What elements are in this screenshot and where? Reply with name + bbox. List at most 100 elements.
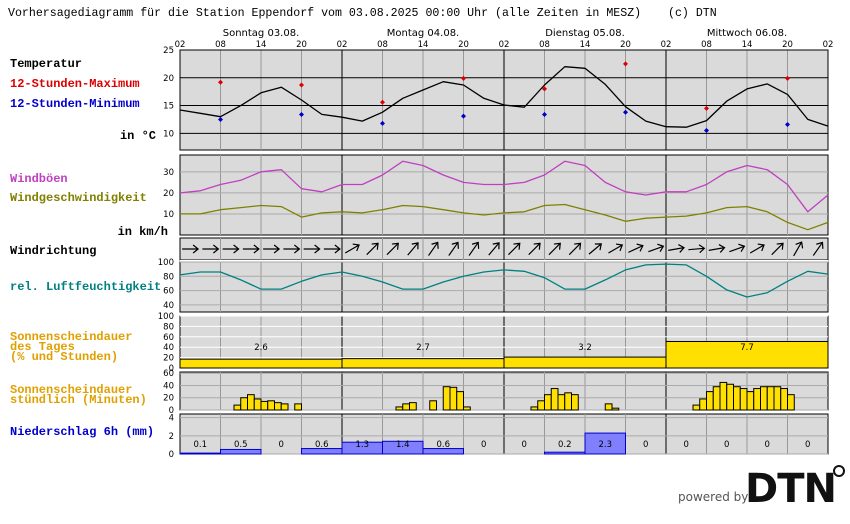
- marker: [380, 99, 385, 105]
- marker: [380, 120, 385, 126]
- value-label: 1.4: [396, 440, 410, 450]
- marker: [542, 86, 547, 92]
- day-label: Montag 04.08.: [387, 28, 459, 39]
- panel-title: des Tages: [10, 340, 75, 354]
- wind-arrow: [508, 242, 521, 256]
- value-label: 0: [724, 440, 729, 450]
- bar: [503, 356, 667, 369]
- bar: [537, 400, 545, 411]
- bar: [665, 340, 829, 369]
- y-tick-label: 60: [163, 333, 174, 343]
- wind-arrow: [548, 242, 561, 256]
- bar: [760, 386, 768, 411]
- bar: [746, 391, 755, 411]
- wind-arrow: [488, 242, 500, 256]
- marker: [704, 105, 709, 111]
- wind-arrow: [688, 244, 706, 254]
- wind-arrow: [386, 242, 399, 256]
- y-tick-label: 20: [163, 354, 174, 364]
- bar: [247, 394, 255, 411]
- bar: [733, 386, 741, 411]
- wind-arrow: [448, 241, 459, 256]
- marker: [704, 128, 709, 134]
- wind-arrow: [793, 241, 804, 257]
- hour-label: 14: [418, 40, 429, 50]
- hour-label: 08: [539, 40, 550, 50]
- y-tick-label: 80: [163, 322, 174, 332]
- wind-arrow: [242, 244, 260, 254]
- bar: [557, 394, 566, 411]
- series-line: [179, 160, 829, 213]
- wind-arrow: [222, 244, 240, 254]
- panel-title: (% und Stunden): [10, 350, 118, 364]
- series-line: [179, 263, 829, 298]
- value-label: 0: [684, 440, 689, 450]
- hour-label: 20: [782, 40, 793, 50]
- bar: [550, 388, 559, 411]
- bar: [604, 403, 613, 411]
- panel-title: Sonnenscheindauer: [10, 383, 132, 397]
- marker: [785, 121, 790, 127]
- panel-title: Windrichtung: [10, 244, 96, 258]
- wind-arrow: [708, 244, 726, 253]
- header-title: Vorhersagediagramm für die Station Eppen…: [8, 7, 641, 20]
- value-label: 0.6: [436, 440, 450, 450]
- wind-arrow: [668, 244, 685, 253]
- wind-arrow: [303, 244, 321, 254]
- wind-arrow: [648, 243, 665, 253]
- bar: [753, 388, 761, 411]
- bar: [442, 386, 451, 411]
- value-label: 2.3: [598, 440, 612, 450]
- value-label: 2.7: [416, 343, 430, 353]
- wind-arrow: [323, 244, 341, 254]
- y-tick-label: 100: [158, 312, 174, 322]
- marker: [218, 116, 223, 122]
- panel-title: Temperatur: [10, 57, 82, 71]
- bar: [544, 451, 586, 455]
- bar: [179, 452, 221, 455]
- hour-label: 20: [458, 40, 469, 50]
- y-tick-label: 10: [163, 210, 174, 220]
- powered-by: powered by: [678, 490, 748, 504]
- wind-arrow: [528, 242, 541, 256]
- value-label: 0.5: [234, 440, 248, 450]
- hour-label: 02: [661, 40, 672, 50]
- hour-label: 08: [377, 40, 388, 50]
- panel-title: Sonnenscheindauer: [10, 330, 132, 344]
- value-label: 0: [481, 440, 486, 450]
- bar: [280, 403, 289, 411]
- y-tick-label: 0: [169, 364, 174, 374]
- bar: [267, 400, 275, 411]
- y-tick-label: 0: [169, 406, 174, 416]
- y-tick-label: 40: [163, 301, 174, 311]
- wind-arrow: [283, 244, 301, 254]
- y-tick-label: 30: [163, 168, 174, 178]
- marker: [461, 113, 466, 119]
- bar: [584, 432, 626, 455]
- wind-arrow: [428, 241, 439, 256]
- bar: [409, 402, 417, 411]
- legend-entry: Windgeschwindigkeit: [10, 191, 147, 205]
- bar: [220, 448, 262, 455]
- hour-label: 02: [499, 40, 510, 50]
- legend-entry: 12-Stunden-Minimum: [10, 97, 140, 111]
- bar: [564, 392, 572, 411]
- value-label: 0: [765, 440, 770, 450]
- wind-arrow: [568, 242, 582, 256]
- hour-label: 02: [175, 40, 186, 50]
- value-label: 0: [643, 440, 648, 450]
- bar: [780, 388, 788, 411]
- value-label: 0: [522, 440, 527, 450]
- hour-label: 20: [620, 40, 631, 50]
- legend-entry: 12-Stunden-Maximum: [10, 77, 140, 91]
- y-tick-label: 2: [169, 432, 174, 442]
- wind-arrow: [729, 243, 746, 253]
- bar: [463, 406, 471, 411]
- y-tick-label: 15: [163, 102, 174, 112]
- bar: [611, 407, 620, 411]
- hour-label: 02: [337, 40, 348, 50]
- bar: [429, 400, 437, 411]
- y-tick-label: 20: [163, 189, 174, 199]
- value-label: 0.1: [193, 440, 207, 450]
- wind-arrow: [344, 243, 360, 254]
